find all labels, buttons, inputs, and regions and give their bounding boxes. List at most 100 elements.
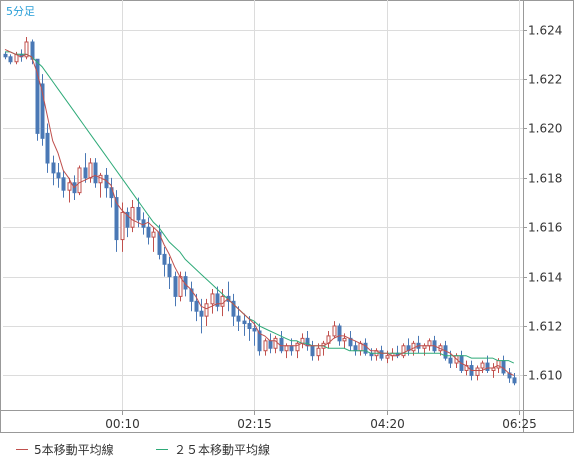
candle-body [485, 362, 490, 371]
candle [480, 360, 485, 373]
candle-body [162, 253, 167, 265]
legend-item-ma25: ２５本移動平均線 [156, 441, 270, 458]
candle [231, 293, 236, 327]
y-tick-label: 1.620 [528, 122, 562, 136]
candle-body [342, 337, 347, 342]
candle [167, 256, 172, 289]
candle-body [83, 167, 88, 179]
candle [61, 170, 66, 198]
candle-body [189, 288, 194, 302]
candle-body [263, 340, 268, 352]
candle [125, 207, 130, 238]
candle-body [379, 350, 384, 359]
candlestick-chart: 1.624 1.622 1.620 1.618 1.616 1.614 1.612 1.610… [0, 0, 574, 433]
candle [162, 246, 167, 277]
y-tick-label: 1.622 [528, 73, 562, 87]
y-tick-label: 1.624 [528, 24, 562, 38]
candle [8, 54, 13, 65]
candle-body [210, 293, 215, 305]
candle-body [220, 295, 225, 307]
candle [295, 340, 300, 359]
candle [151, 227, 156, 252]
moving-averages [4, 48, 515, 376]
grid [0, 0, 574, 433]
candle [3, 51, 8, 60]
candle-body [480, 362, 485, 369]
candle [24, 37, 29, 60]
candle-body [120, 211, 125, 241]
candle-body [204, 303, 209, 317]
legend-ma25-swatch [156, 449, 168, 450]
candle [215, 286, 220, 312]
candle [157, 224, 162, 260]
candle [273, 335, 278, 354]
candle [67, 177, 72, 203]
candle-body [146, 226, 151, 238]
legend-ma25-label: ２５本移動平均線 [174, 443, 271, 457]
candle-body [194, 300, 199, 312]
candle-body [337, 325, 342, 342]
candle-body [151, 231, 156, 238]
x-tick-label: 04:20 [370, 417, 405, 431]
candle-body [93, 162, 98, 184]
ma25-line [5, 51, 515, 364]
legend-ma5-label: 5本移動平均線 [34, 443, 114, 457]
candle-body [273, 337, 278, 349]
candle-body [231, 300, 236, 317]
candle-body [501, 360, 506, 374]
candle-body [173, 276, 178, 297]
x-axis: 00:10 02:15 04:20 06:25 [105, 410, 537, 431]
candle-body [125, 211, 130, 228]
candle-body [512, 377, 517, 384]
candle-body [45, 132, 50, 164]
candle-body [300, 337, 305, 344]
legend-item-ma5: 5本移動平均線 [16, 441, 114, 458]
candle [263, 338, 268, 356]
candle-body [242, 320, 247, 325]
candle-body [268, 340, 273, 349]
candle [40, 74, 45, 146]
candles [3, 37, 517, 386]
candle-body [61, 177, 66, 191]
candle-body [98, 174, 103, 184]
y-tick-label: 1.616 [528, 221, 562, 235]
candle-body [411, 342, 416, 352]
y-tick-label: 1.612 [528, 320, 562, 334]
candle [242, 313, 247, 336]
candle [512, 372, 517, 386]
candle-body [236, 315, 241, 322]
candle-body [51, 162, 56, 174]
candle-body [363, 342, 368, 354]
x-tick-label: 02:15 [237, 417, 272, 431]
candle-body [353, 345, 358, 352]
candle [204, 298, 209, 327]
candle [337, 323, 342, 346]
y-tick-label: 1.610 [528, 369, 562, 383]
candle [93, 158, 98, 188]
candle [77, 165, 82, 196]
candle-body [8, 56, 13, 63]
candle-body [167, 263, 172, 278]
legend-ma5-swatch [16, 449, 28, 450]
candle-body [77, 167, 82, 194]
candle [146, 217, 151, 245]
candle [114, 190, 119, 252]
candle [83, 153, 88, 183]
candle-body [40, 83, 45, 139]
candle-body [316, 347, 321, 357]
candle [130, 200, 135, 233]
candle [189, 281, 194, 312]
candle-body [199, 310, 204, 317]
candle-body [427, 340, 432, 347]
candle-body [136, 206, 141, 221]
candle-body [3, 53, 8, 58]
candle [236, 306, 241, 331]
candle [45, 123, 50, 173]
candle-body [157, 231, 162, 255]
candle-body [279, 337, 284, 352]
candle [35, 58, 40, 141]
candle-body [284, 345, 289, 352]
timeframe-label: 5分足 [6, 5, 35, 18]
candle [173, 271, 178, 307]
